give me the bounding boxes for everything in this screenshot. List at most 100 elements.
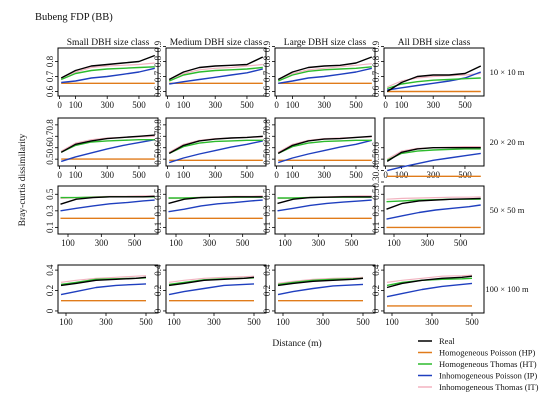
panel-frame (57, 185, 159, 235)
x-tick-label: 500 (458, 100, 472, 110)
x-tick-label: 500 (236, 238, 250, 248)
series-line-ip (278, 67, 372, 84)
x-tick-label: 300 (95, 238, 109, 248)
series-line-ip (61, 67, 155, 84)
x-tick-label: 300 (426, 170, 440, 180)
y-tick-label: 0 (45, 308, 55, 313)
x-tick-label: 300 (100, 170, 114, 180)
panel-frame (274, 264, 376, 314)
series-line-it (386, 274, 473, 283)
x-tick-label: 300 (100, 100, 114, 110)
y-tick-label: 0.2 (262, 285, 272, 296)
y-tick-label: 0.8 (262, 55, 272, 67)
x-tick-label: 500 (356, 317, 370, 327)
y-tick-label: 0.8 (45, 119, 55, 131)
x-tick-label: 100 (169, 238, 183, 248)
legend: Real Homogeneous Poisson (HP)Homogeneous … (418, 336, 539, 392)
series-line-real (168, 56, 264, 81)
panel-frame (165, 117, 267, 167)
series-line-it (60, 62, 155, 79)
series-line-it (386, 196, 481, 200)
series-line-real (168, 196, 263, 205)
x-tick-label: 500 (349, 100, 363, 110)
y-tick-label: 0.8 (45, 55, 55, 67)
y-tick-label: 0.5 (262, 188, 272, 200)
y-tick-label: 0.6 (45, 85, 55, 97)
series-line-ht (386, 77, 481, 90)
panel-frame (57, 264, 159, 314)
x-tick-label: 300 (426, 100, 440, 110)
x-tick-label: 500 (132, 170, 146, 180)
series-line-it (277, 63, 372, 81)
x-tick-label: 300 (203, 238, 217, 248)
panel-frame (274, 117, 376, 167)
y-tick-label: 0.8 (262, 119, 272, 131)
x-tick-label: 300 (317, 100, 331, 110)
series-line-ip (386, 282, 473, 298)
series-line-it (277, 276, 364, 284)
y-tick-label: 0.9 (371, 40, 381, 52)
y-tick-label: 0.4 (262, 264, 272, 276)
x-tick-label: 0 (57, 100, 62, 110)
y-tick-label: 0.6 (371, 85, 381, 97)
series-line-ip (277, 283, 364, 296)
x-tick-label: 300 (317, 170, 331, 180)
x-tick-label: 300 (425, 317, 439, 327)
panel-frame (165, 47, 267, 97)
x-tick-label: 100 (59, 317, 73, 327)
column-title: All DBH size class (398, 38, 471, 48)
y-tick-label: 0.5 (371, 188, 381, 200)
y-tick-label: 0.5 (262, 153, 272, 165)
series-line-ip (168, 140, 263, 164)
series-line-it (386, 72, 481, 88)
y-axis-label: Bray-curtis dissimilarity (18, 133, 28, 226)
series-line-real (277, 56, 373, 81)
series-line-ht (277, 66, 372, 82)
column-title: Large DBH size class (284, 38, 367, 48)
series-line-real (60, 134, 155, 153)
y-tick-label: 0.5 (153, 188, 163, 200)
legend-label: Homogeneous Thomas (HT) (439, 359, 537, 369)
panel-frame (165, 264, 267, 314)
series-line-ht (60, 138, 155, 153)
panel-frame (383, 264, 485, 314)
y-tick-label: 0.6 (262, 85, 272, 97)
panel-frame (383, 185, 485, 235)
y-tick-label: 0.3 (371, 205, 381, 217)
x-tick-label: 0 (274, 170, 279, 180)
x-tick-label: 0 (165, 100, 170, 110)
panel-frame (383, 117, 485, 167)
panel-frame (165, 185, 267, 235)
y-tick-label: 0.9 (153, 40, 163, 52)
row-label: 100 × 100 m (485, 284, 529, 294)
legend-label: Real (439, 336, 455, 346)
x-tick-label: 500 (465, 317, 479, 327)
y-tick-label: 0.7 (262, 70, 272, 82)
y-tick-label: 0.8 (153, 55, 163, 67)
x-tick-label: 100 (286, 170, 300, 180)
y-tick-label: 0.6 (153, 142, 163, 154)
x-tick-label: 100 (276, 317, 290, 327)
series-line-real (60, 54, 156, 79)
row-label: 50 × 50 m (490, 205, 525, 215)
figure-title: Bubeng FDP (BB) (35, 12, 113, 23)
row-label: 10 × 10 m (490, 67, 525, 77)
x-tick-label: 100 (395, 100, 409, 110)
x-tick-label: 0 (57, 170, 62, 180)
x-tick-label: 100 (69, 170, 83, 180)
y-tick-label: 0.7 (371, 70, 381, 82)
series-line-it (168, 63, 263, 81)
series-line-ip (60, 199, 155, 212)
row-label: 20 × 20 m (490, 137, 525, 147)
y-tick-label: 0.9 (262, 40, 272, 52)
series-line-real (386, 275, 473, 289)
y-tick-label: 0.7 (153, 130, 163, 142)
legend-label: Inhomogeneous Thomas (IT) (439, 382, 539, 392)
y-tick-label: 0.2 (45, 285, 55, 296)
column-title: Small DBH size class (67, 38, 150, 48)
y-tick-label: 0.1 (153, 222, 163, 233)
panel-frame (383, 47, 485, 97)
series-line-ip (60, 283, 147, 296)
panel-frame (274, 185, 376, 235)
y-tick-label: 0.1 (45, 222, 55, 233)
